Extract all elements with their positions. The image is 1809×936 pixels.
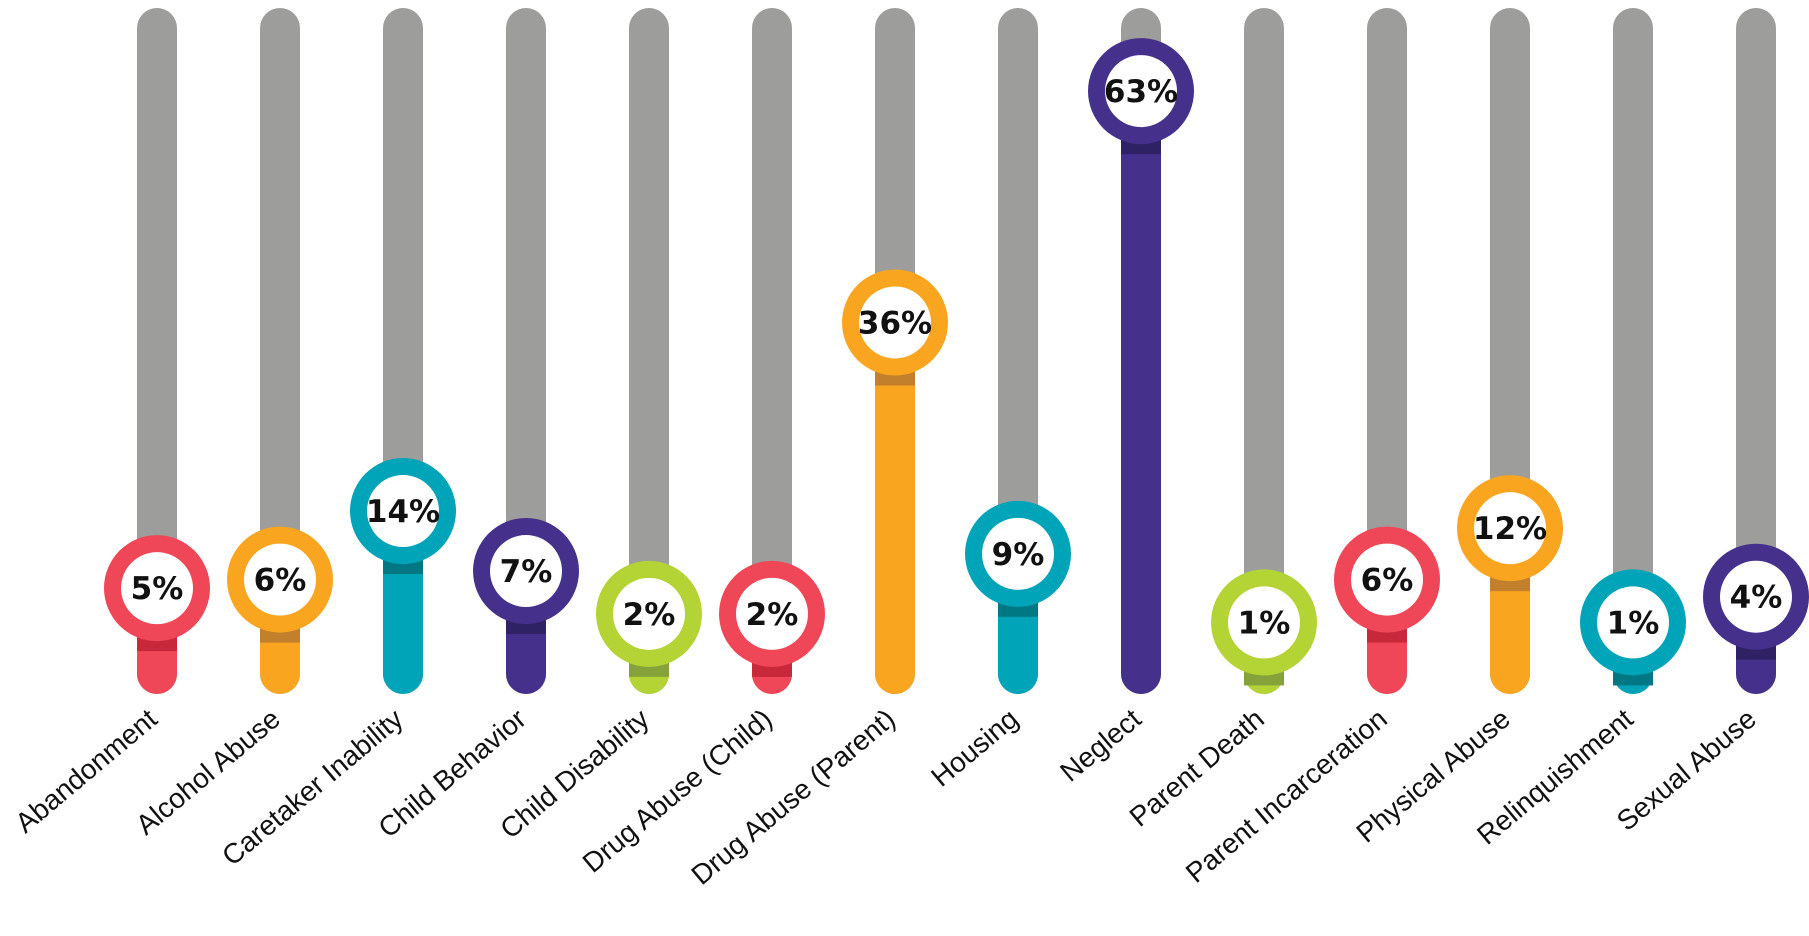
- bar-8: [1121, 91, 1161, 695]
- value-label-2: 14%: [366, 494, 440, 530]
- marker-center-4: [613, 577, 685, 650]
- marker-center-1: [244, 543, 316, 616]
- category-label-6: Drug Abuse (Parent): [685, 703, 900, 891]
- value-label-7: 9%: [992, 537, 1045, 573]
- track-0: [137, 8, 177, 694]
- value-label-3: 7%: [500, 554, 553, 590]
- category-label-7: Housing: [925, 703, 1024, 793]
- value-label-12: 1%: [1607, 605, 1660, 641]
- marker-center-5: [736, 577, 808, 650]
- marker-center-8: [1105, 55, 1177, 128]
- track-9: [1244, 8, 1284, 694]
- marker-center-2: [367, 475, 439, 548]
- bar-6: [875, 322, 915, 694]
- marker-center-3: [490, 535, 562, 608]
- value-label-0: 5%: [131, 571, 184, 607]
- track-13: [1736, 8, 1776, 694]
- value-label-11: 12%: [1473, 511, 1547, 547]
- value-label-5: 2%: [746, 597, 799, 633]
- category-label-8: Neglect: [1054, 703, 1147, 788]
- track-10: [1367, 8, 1407, 694]
- marker-center-11: [1474, 492, 1546, 565]
- track-5: [752, 8, 792, 694]
- marker-center-7: [982, 517, 1054, 590]
- value-label-8: 63%: [1104, 74, 1178, 110]
- value-label-10: 6%: [1361, 563, 1414, 599]
- value-label-4: 2%: [623, 597, 676, 633]
- value-label-9: 1%: [1238, 605, 1291, 641]
- marker-center-13: [1720, 560, 1792, 633]
- shade-layer: [137, 130, 1776, 686]
- value-label-13: 4%: [1730, 580, 1783, 616]
- track-1: [260, 8, 300, 694]
- marker-center-6: [859, 286, 931, 359]
- marker-center-9: [1228, 586, 1300, 659]
- track-layer: [137, 8, 1776, 694]
- bar-layer: [137, 91, 1776, 695]
- marker-layer: 5% 6% 14% 7% 2% 2% 36% 9% 63% 1% 6% 12% 1% 4%: [104, 38, 1809, 676]
- track-4: [629, 8, 669, 694]
- value-label-1: 6%: [254, 563, 307, 599]
- value-label-6: 36%: [858, 305, 932, 341]
- category-label-10: Parent Incarceration: [1180, 703, 1393, 889]
- marker-center-0: [121, 552, 193, 625]
- marker-center-12: [1597, 586, 1669, 659]
- marker-center-10: [1351, 543, 1423, 616]
- track-12: [1613, 8, 1653, 694]
